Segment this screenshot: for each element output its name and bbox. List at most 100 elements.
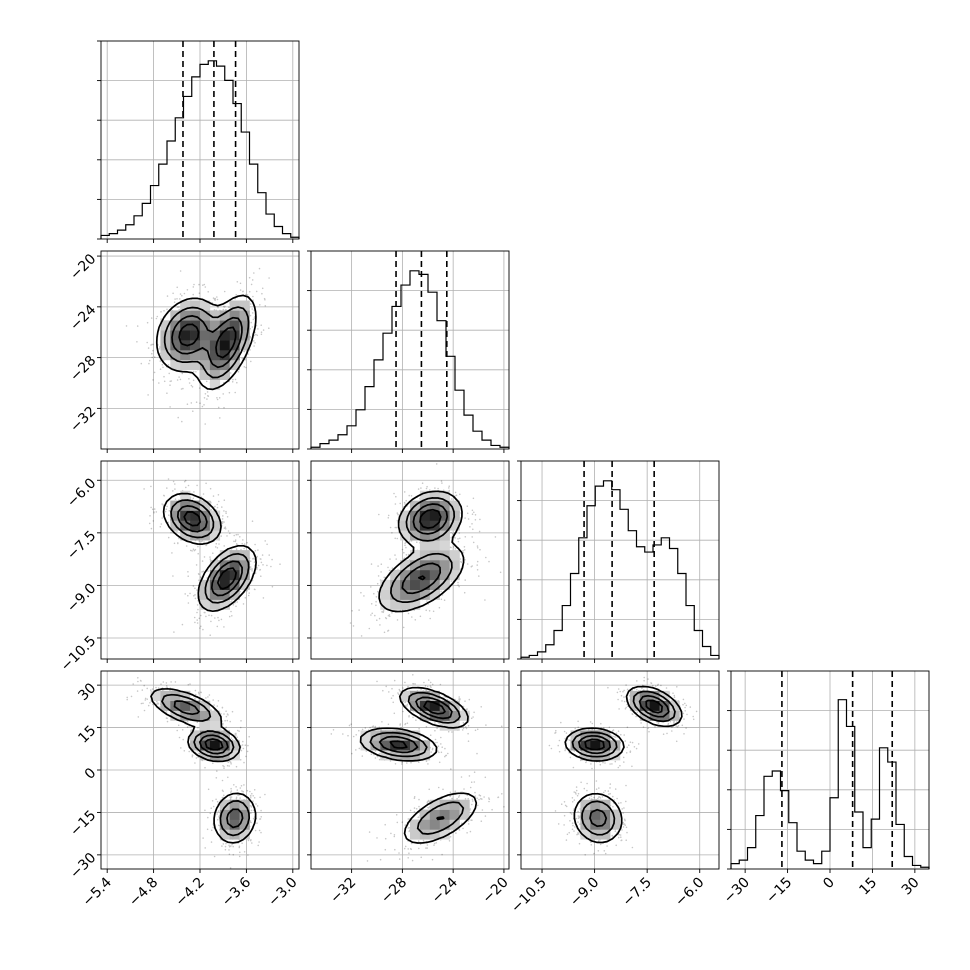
density-cell xyxy=(419,750,431,761)
contour-line xyxy=(171,315,243,369)
histogram-panel-0 xyxy=(97,40,300,243)
density-cell xyxy=(229,350,240,361)
density-cell xyxy=(459,710,470,721)
density-cell xyxy=(449,569,460,581)
density-cell xyxy=(170,710,181,721)
density-cell xyxy=(429,809,440,820)
contour-line xyxy=(417,508,442,581)
density-cell xyxy=(439,579,450,590)
density-cell xyxy=(600,829,611,840)
density-cell xyxy=(419,530,431,541)
y-tick-label: −10.5 xyxy=(58,633,100,675)
density-cell xyxy=(590,809,601,820)
density-cell xyxy=(170,510,181,521)
joint-panel-2-1 xyxy=(307,460,510,663)
contour-line xyxy=(389,700,446,749)
joint-panel-3-0 xyxy=(97,670,300,873)
x-tick-label: −10.5 xyxy=(508,875,550,917)
density-cell xyxy=(580,809,591,820)
x-tick-label: 15 xyxy=(856,875,880,899)
joint-content xyxy=(548,676,698,856)
density-cell xyxy=(419,550,431,561)
density-cell xyxy=(219,310,230,321)
density-cell xyxy=(410,690,421,701)
density-cell xyxy=(190,510,201,521)
density-cell xyxy=(360,740,371,751)
density-cell xyxy=(219,809,230,820)
contour-line xyxy=(176,505,243,597)
histogram-step-line xyxy=(310,270,510,449)
density-cell xyxy=(190,730,201,741)
density-cell xyxy=(170,359,181,371)
density-cell xyxy=(639,700,650,711)
density-cell xyxy=(449,809,460,820)
density-cell xyxy=(449,500,460,511)
density-cell xyxy=(439,809,450,820)
y-tick-label: 0 xyxy=(82,765,100,783)
density-cell xyxy=(209,510,221,521)
contour-line xyxy=(401,503,449,595)
density-cell xyxy=(190,330,201,341)
density-cell xyxy=(669,700,680,711)
y-tick-label: −24 xyxy=(67,302,99,334)
x-tick-label: −24 xyxy=(429,874,461,906)
density-cell xyxy=(239,310,250,321)
density-cell xyxy=(600,819,611,830)
density-cell xyxy=(449,819,460,830)
density-cell xyxy=(439,510,450,521)
density-cell xyxy=(400,530,411,541)
x-tick-label: 30 xyxy=(899,875,923,899)
contour-line xyxy=(163,306,250,379)
density-cell xyxy=(229,359,240,371)
density-cell xyxy=(170,330,181,341)
contour-line xyxy=(584,699,663,751)
density-cell xyxy=(190,530,201,541)
density-cell xyxy=(600,730,611,741)
density-cell xyxy=(410,550,421,561)
density-cell xyxy=(429,579,440,590)
density-cell xyxy=(400,510,411,521)
x-tick-label: −28 xyxy=(378,875,410,907)
density-cell xyxy=(439,819,450,830)
density-cell xyxy=(200,340,211,351)
density-cell xyxy=(209,710,221,721)
density-cell xyxy=(429,490,440,501)
joint-content xyxy=(330,674,505,862)
density-cell xyxy=(410,530,421,541)
contour-line xyxy=(359,686,478,844)
density-cell xyxy=(390,740,401,751)
density-cell xyxy=(180,530,191,541)
density-cell xyxy=(229,809,240,820)
density-cell xyxy=(429,500,440,511)
density-cell xyxy=(209,599,221,610)
density-cell xyxy=(400,569,411,581)
density-cell xyxy=(219,740,230,751)
density-cell xyxy=(400,599,411,610)
contour-line xyxy=(162,492,257,613)
density-cell xyxy=(180,520,191,531)
density-cell xyxy=(209,530,221,541)
density-cell xyxy=(439,710,450,721)
density-cell xyxy=(439,500,450,511)
density-cell xyxy=(229,320,240,331)
density-cell xyxy=(400,560,411,571)
density-cell xyxy=(570,730,581,741)
density-cell xyxy=(190,300,201,311)
contour-line xyxy=(173,700,244,829)
density-cell xyxy=(449,799,460,810)
density-cell xyxy=(239,829,250,840)
density-cell xyxy=(419,520,431,531)
density-cell xyxy=(239,809,250,820)
panel-frame xyxy=(520,460,720,660)
density-cell xyxy=(649,690,660,701)
density-cell xyxy=(449,520,460,531)
joint-panel-2-0 xyxy=(97,460,300,663)
density-cell xyxy=(219,330,230,341)
density-cell xyxy=(439,490,450,501)
panel-frame xyxy=(310,460,510,660)
density-cell xyxy=(209,579,221,590)
density-cell xyxy=(160,320,171,331)
density-cell xyxy=(219,569,230,581)
density-cell xyxy=(180,310,191,321)
density-cell xyxy=(400,579,411,590)
